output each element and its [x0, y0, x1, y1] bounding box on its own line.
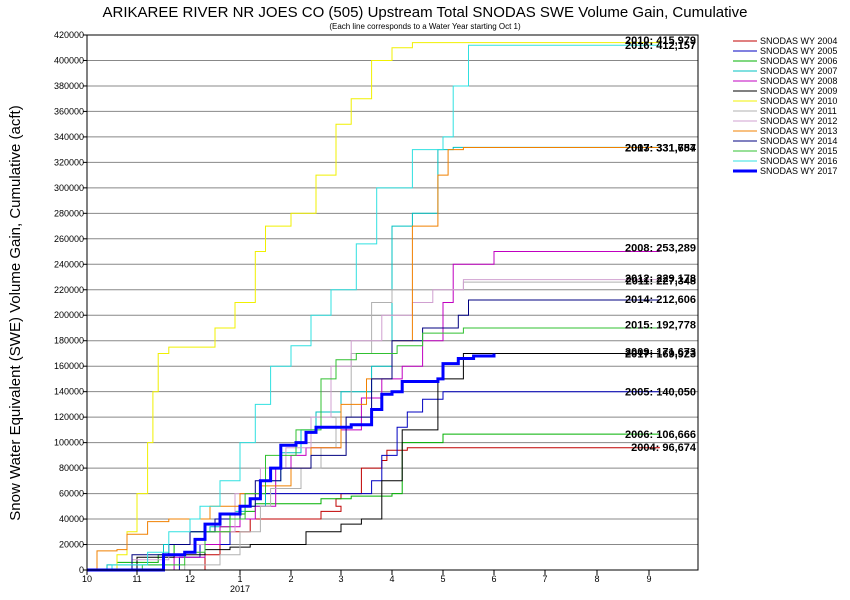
- series-end-label: 2006: 106,666: [625, 429, 696, 441]
- legend-label: SNODAS WY 2005: [760, 46, 837, 56]
- legend-label: SNODAS WY 2009: [760, 86, 837, 96]
- x-tick-label: 6: [491, 574, 496, 584]
- series-line: [87, 351, 660, 571]
- legend-label: SNODAS WY 2010: [760, 96, 837, 106]
- series-end-label: 2007: 331,754: [625, 142, 697, 154]
- x-tick-label: 10: [82, 574, 92, 584]
- x-axis-year-label: 2017: [230, 584, 250, 594]
- series-line: [87, 324, 660, 571]
- series-line: [87, 278, 660, 571]
- series-end-label: 2017: 169,923: [625, 349, 696, 361]
- legend-label: SNODAS WY 2017: [760, 166, 837, 176]
- series-line: [87, 299, 660, 571]
- y-axis-ticks: 0 20000 40000 60000 80000 100000 120000 140000 1…: [54, 30, 87, 575]
- x-tick-label: 1: [237, 574, 242, 584]
- series-line: [87, 353, 496, 572]
- y-tick-label: 140000: [54, 387, 84, 397]
- series-line: [87, 433, 660, 571]
- legend-label: SNODAS WY 2013: [760, 126, 837, 136]
- y-tick-label: 100000: [54, 438, 84, 448]
- series-end-label: 2005: 140,050: [625, 387, 696, 399]
- y-tick-label: 320000: [54, 157, 84, 167]
- legend-label: SNODAS WY 2016: [760, 156, 837, 166]
- x-tick-label: 9: [646, 574, 651, 584]
- series-end-label: 2004: 96,674: [631, 442, 697, 454]
- end-labels: 2004: 96,674 2005: 140,050 2006: 106,666 20…: [625, 35, 697, 454]
- series-end-label: 2009: 171,673: [625, 346, 696, 358]
- series-line: [87, 44, 660, 571]
- series-end-label: 2013: 331,687: [625, 142, 696, 154]
- y-tick-label: 240000: [54, 259, 84, 269]
- y-tick-label: 380000: [54, 81, 84, 91]
- legend-label: SNODAS WY 2007: [760, 66, 837, 76]
- x-tick-label: 5: [440, 574, 445, 584]
- y-tick-label: 260000: [54, 234, 84, 244]
- y-tick-label: 60000: [59, 489, 84, 499]
- series-end-label: 2010: 415,979: [625, 35, 696, 47]
- legend-label: SNODAS WY 2006: [760, 56, 837, 66]
- series-end-label: 2014: 212,606: [625, 294, 696, 306]
- y-tick-label: 0: [79, 565, 84, 575]
- series-end-label: 2012: 229,178: [625, 273, 696, 285]
- x-tick-label: 8: [594, 574, 599, 584]
- series-line: [87, 146, 660, 571]
- x-tick-label: 2: [288, 574, 293, 584]
- series-end-label: 2008: 253,289: [625, 242, 696, 254]
- x-tick-label: 4: [389, 574, 394, 584]
- x-tick-label: 7: [542, 574, 547, 584]
- x-tick-label: 3: [338, 574, 343, 584]
- y-tick-label: 80000: [59, 463, 84, 473]
- series-lines: [87, 40, 660, 572]
- y-tick-label: 20000: [59, 540, 84, 550]
- legend-label: SNODAS WY 2011: [760, 106, 837, 116]
- y-tick-label: 40000: [59, 514, 84, 524]
- chart-title: ARIKAREE RIVER NR JOES CO (505) Upstream…: [103, 4, 748, 21]
- y-tick-label: 180000: [54, 336, 84, 346]
- y-tick-label: 340000: [54, 132, 84, 142]
- chart-subtitle: (Each line corresponds to a Water Year s…: [329, 22, 521, 31]
- x-axis-ticks: 10 11 12 1 2 3 4 5 6 7 8 9: [82, 570, 652, 584]
- series-end-label: 2015: 192,778: [625, 319, 696, 331]
- legend-label: SNODAS WY 2004: [760, 36, 837, 46]
- series-end-label: 2016: 412,157: [625, 40, 696, 52]
- legend-label: SNODAS WY 2008: [760, 76, 837, 86]
- series-line: [87, 147, 660, 571]
- y-tick-label: 160000: [54, 361, 84, 371]
- x-tick-label: 12: [185, 574, 195, 584]
- series-line: [87, 40, 660, 571]
- legend-label: SNODAS WY 2015: [760, 146, 837, 156]
- x-tick-label: 11: [132, 574, 141, 584]
- y-tick-label: 120000: [54, 412, 84, 422]
- series-line: [87, 280, 660, 571]
- y-axis-label: Snow Water Equivalent (SWE) Volume Gain,…: [7, 105, 24, 520]
- legend-label: SNODAS WY 2012: [760, 116, 837, 126]
- y-tick-label: 200000: [54, 310, 84, 320]
- y-tick-label: 280000: [54, 208, 84, 218]
- y-tick-label: 220000: [54, 285, 84, 295]
- y-tick-label: 360000: [54, 106, 84, 116]
- y-tick-label: 420000: [54, 30, 84, 40]
- series-end-label: 2011: 227,348: [626, 275, 696, 287]
- y-tick-label: 300000: [54, 183, 84, 193]
- legend-label: SNODAS WY 2014: [760, 136, 837, 146]
- y-tick-label: 400000: [54, 55, 84, 65]
- series-line: [87, 446, 660, 571]
